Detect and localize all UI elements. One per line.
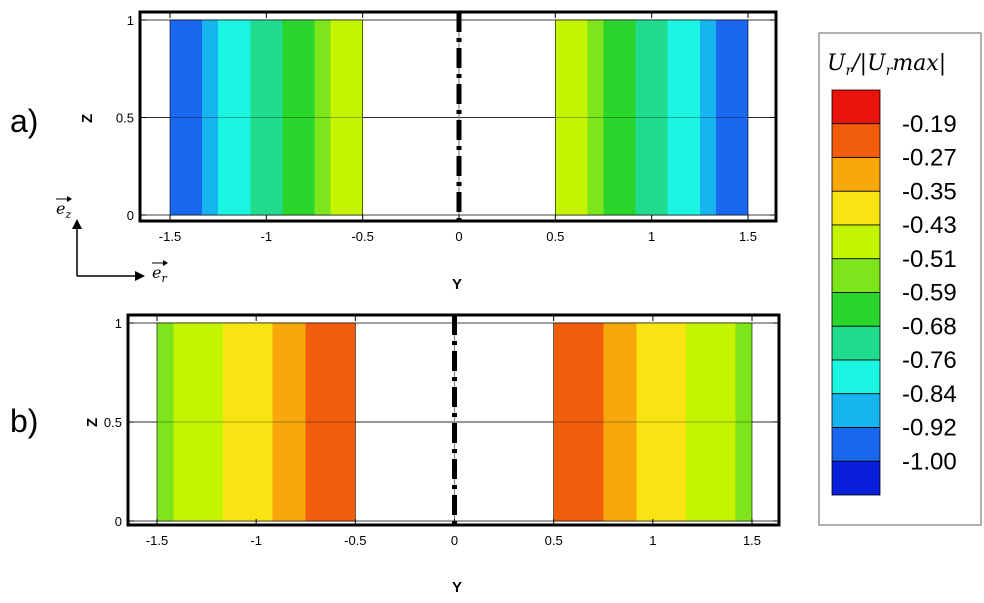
er-arrow-head [135, 271, 145, 281]
panel-a-x-axis-label: Y [452, 276, 462, 293]
colorbar-title: Ur/|Urmax| [827, 51, 946, 79]
colorbar-swatch [831, 427, 881, 462]
colorbar-swatch [831, 359, 881, 395]
basis-vectors: ez er [56, 196, 168, 285]
x-tick-label: -1 [261, 229, 273, 244]
x-tick-label: 0.5 [546, 229, 564, 244]
colorbar-swatch [831, 190, 881, 226]
x-tick-label: 0.5 [545, 533, 563, 548]
colorbar-swatch [831, 224, 881, 260]
y-tick-label: 0.5 [104, 415, 122, 430]
x-tick-label: 0 [451, 533, 458, 548]
colorbar-swatch [831, 460, 881, 496]
x-tick-label: 1.5 [739, 229, 757, 244]
colorbar-tick-label: -0.84 [902, 381, 957, 408]
panel-a: -1.5 -1 -0.5 0 0.5 1 1.5 0 0.5 1 [116, 10, 778, 244]
colorbar-swatch [831, 292, 881, 327]
colorbar-tick-label: -0.19 [902, 111, 957, 138]
y-tick-label: 0 [127, 208, 134, 223]
colorbar-swatch [831, 157, 881, 192]
er-label: er [152, 263, 167, 285]
x-tick-label: 1.5 [743, 533, 761, 548]
colorbar-tick-label: -1.00 [902, 448, 957, 475]
ez-label: ez [56, 199, 71, 221]
colorbar-tick-label: -0.27 [902, 145, 957, 172]
y-tick-label: 0.5 [116, 111, 134, 126]
colorbar-tick-label: -0.35 [902, 178, 957, 205]
y-tick-label: 0 [115, 514, 122, 529]
x-tick-label: 1 [648, 229, 655, 244]
colorbar-tick-label: -0.92 [902, 415, 957, 442]
panel-a-letter: a) [10, 103, 38, 139]
colorbar-swatch [831, 89, 881, 125]
colorbar-tick-label: -0.43 [902, 212, 957, 239]
panel-a-y-axis-label: Z [79, 114, 96, 123]
panel-b-letter: b) [10, 403, 38, 439]
x-tick-label: 0 [455, 229, 462, 244]
colorbar-swatch [831, 325, 881, 361]
colorbar-swatch [831, 258, 881, 293]
x-tick-label: -1.5 [146, 533, 168, 548]
y-tick-label: 1 [115, 316, 122, 331]
panel-b: -1.5 -1 -0.5 0 0.5 1 1.5 0 0.5 1 [104, 313, 781, 548]
colorbar-swatch [831, 393, 881, 428]
x-tick-label: -0.5 [351, 229, 373, 244]
x-tick-label: 1 [649, 533, 656, 548]
colorbar-tick-label: -0.51 [902, 246, 957, 273]
x-tick-label: -0.5 [344, 533, 366, 548]
colorbar: Ur/|Urmax| -0.19 -0.27 -0.35 -0.43 -0.51 -0.5… [818, 32, 982, 526]
colorbar-tick-label: -0.76 [902, 347, 957, 374]
panel-b-x-axis-label: Y [452, 579, 462, 596]
y-tick-label: 1 [127, 13, 134, 28]
colorbar-tick-label: -0.68 [902, 313, 957, 340]
colorbar-tick-label: -0.59 [902, 280, 957, 307]
panel-b-y-axis-label: Z [84, 418, 101, 427]
ez-arrow-head [72, 219, 82, 229]
x-tick-label: -1 [250, 533, 262, 548]
x-tick-label: -1.5 [159, 229, 181, 244]
colorbar-swatch [831, 123, 881, 158]
